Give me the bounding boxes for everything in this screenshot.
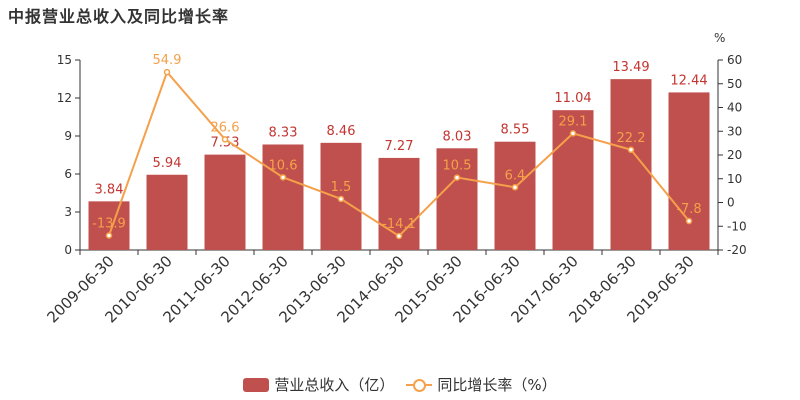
growth-point (105, 232, 113, 239)
bar-series (88, 79, 710, 250)
left-tick-label: 15 (57, 53, 72, 67)
legend-label-revenue: 营业总收入（亿） (274, 376, 395, 394)
right-axis-unit: % (714, 31, 725, 45)
right-tick-label: 60 (727, 53, 742, 67)
right-tick-label: -10 (727, 219, 747, 233)
right-tick-label: 0 (727, 196, 735, 210)
revenue-bar-label: 8.46 (327, 124, 356, 139)
growth-point-label: -13.9 (92, 217, 126, 232)
left-tick-label: 9 (64, 129, 72, 143)
left-tick-label: 3 (64, 205, 72, 219)
legend-line-swatch (406, 378, 433, 392)
right-tick-label: 10 (727, 172, 742, 186)
revenue-bar-label: 7.27 (385, 139, 414, 154)
legend-item-growth[interactable]: 同比增长率（%） (406, 374, 557, 395)
revenue-bar-label: 8.33 (269, 125, 298, 140)
left-tick-label: 12 (57, 91, 72, 105)
revenue-bar-label: 7.53 (211, 136, 240, 151)
revenue-bar (262, 144, 304, 250)
revenue-bar-label: 8.55 (501, 123, 530, 138)
growth-point (453, 174, 461, 181)
chart-svg: 03691215-20-1001020304050602009-06-30201… (43, 31, 747, 326)
right-tick-label: 20 (727, 148, 742, 162)
growth-point-label: 29.1 (559, 114, 588, 129)
revenue-bar-label: 5.94 (153, 156, 182, 171)
revenue-bar (204, 154, 246, 250)
right-tick-label: 50 (727, 77, 742, 91)
revenue-bar (610, 79, 652, 250)
growth-point (627, 146, 635, 154)
left-tick-label: 0 (64, 243, 72, 257)
legend: 营业总收入（亿） 同比增长率（%） (0, 374, 800, 395)
revenue-bar (668, 92, 710, 250)
growth-point (511, 184, 519, 191)
revenue-bar (88, 201, 130, 250)
growth-point (685, 217, 693, 225)
right-tick-label: 40 (727, 101, 742, 115)
line-series (105, 68, 693, 240)
left-tick-label: 6 (64, 167, 72, 181)
growth-point-label: 10.6 (269, 158, 298, 173)
revenue-bar-label: 3.84 (95, 182, 124, 197)
revenue-bar-label: 8.03 (443, 129, 472, 144)
legend-label-growth: 同比增长率（%） (437, 376, 557, 394)
legend-bar-swatch (243, 377, 270, 392)
revenue-bar-label: 13.49 (612, 60, 649, 75)
growth-point-label: 54.9 (153, 53, 182, 68)
growth-point (221, 136, 229, 143)
right-tick-label: -20 (727, 243, 747, 257)
revenue-bar (146, 174, 188, 250)
growth-point-label: 6.4 (505, 168, 526, 183)
revenue-bar-label: 12.44 (670, 73, 707, 88)
growth-point (337, 195, 345, 203)
growth-point-label: -14.1 (382, 217, 416, 232)
growth-point-label: 10.5 (443, 159, 472, 174)
chart-title: 中报营业总收入及同比增长率 (8, 7, 230, 26)
revenue-bar-label: 11.04 (554, 91, 591, 106)
revenue-bar (436, 148, 478, 250)
growth-point (395, 232, 403, 240)
growth-point-label: -7.8 (676, 202, 701, 217)
right-tick-label: 30 (727, 124, 742, 138)
growth-point (279, 174, 287, 181)
legend-item-revenue[interactable]: 营业总收入（亿） (243, 374, 394, 395)
bar-labels: 3.84 5.94 7.53 8.33 8.46 7.27 8.03 8.55 11.04 13.… (95, 60, 708, 197)
growth-point-label: 26.6 (211, 120, 240, 135)
growth-point-label: 22.2 (617, 131, 646, 146)
revenue-bar (494, 141, 536, 250)
growth-point-label: 1.5 (331, 180, 352, 195)
growth-point (163, 68, 171, 76)
line-labels: -13.9 54.9 26.6 10.6 1.5 -14.1 10.5 6.4 29.1 22.2… (92, 53, 702, 232)
growth-point (569, 130, 577, 137)
